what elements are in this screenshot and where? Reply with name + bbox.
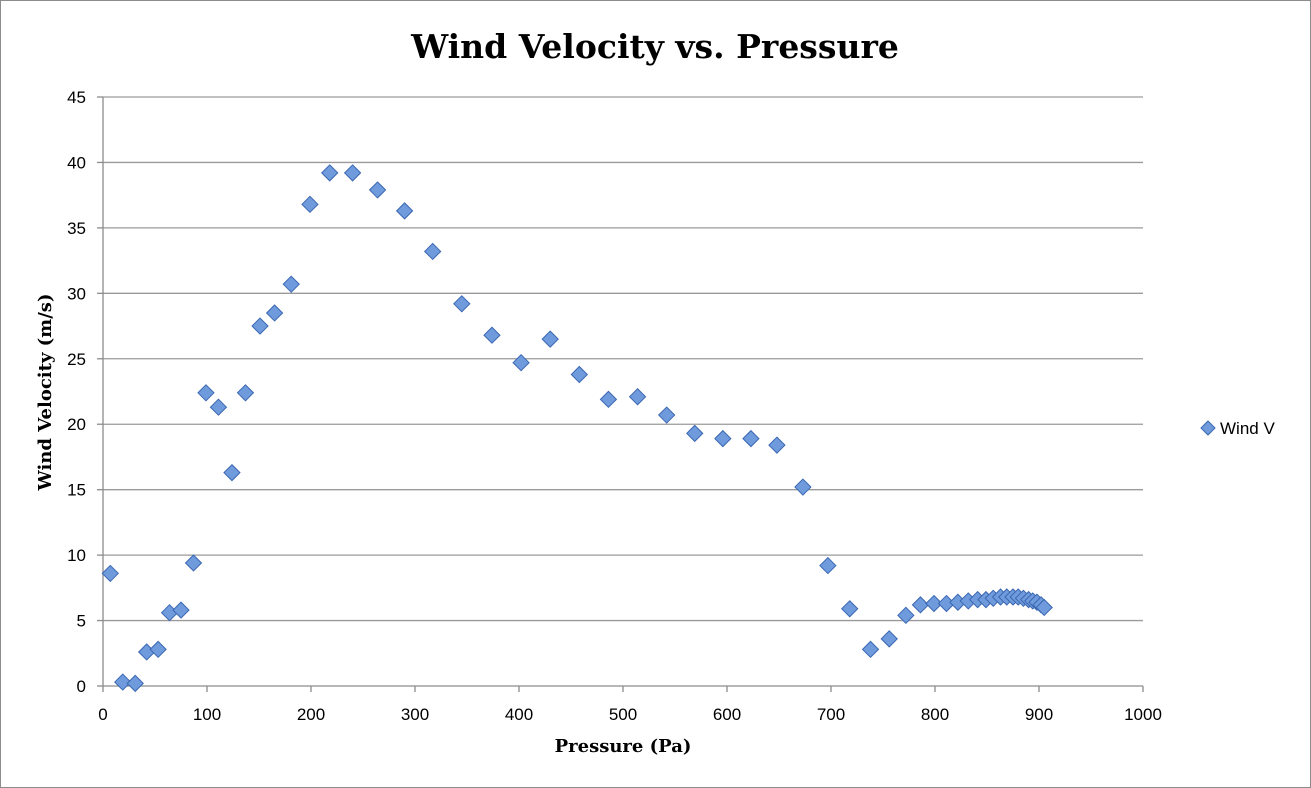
data-point (343, 164, 362, 182)
data-point (197, 384, 215, 402)
y-tick-label: 30 (67, 284, 86, 303)
y-tick-label: 25 (67, 350, 86, 369)
data-point (742, 429, 760, 448)
y-tick-label: 10 (67, 546, 86, 565)
x-axis-title: Pressure (Pa) (555, 736, 692, 757)
data-point (453, 295, 471, 313)
data-point (897, 606, 915, 625)
data-point (861, 640, 880, 659)
data-point (570, 365, 589, 384)
x-tick-label: 400 (505, 705, 533, 724)
gridlines (103, 96, 1143, 622)
data-point (282, 275, 300, 293)
data-point (126, 674, 144, 693)
y-tick-label: 5 (77, 612, 86, 631)
data-point (265, 304, 284, 322)
data-point (423, 242, 442, 261)
data-point (512, 353, 530, 372)
y-tick-label: 35 (67, 219, 86, 238)
data-point (768, 436, 786, 454)
y-tick-label: 20 (67, 415, 86, 434)
data-point (1035, 598, 1053, 617)
data-points (101, 164, 1053, 693)
data-point (209, 398, 228, 416)
y-tick-labels: 0 5 10 15 20 25 30 35 40 45 (67, 88, 86, 696)
y-tick-label: 15 (67, 481, 86, 500)
x-tick-labels: 0 100 200 300 400 500 600 700 800 900 1000 (98, 705, 1162, 724)
x-tick-label: 200 (297, 705, 325, 724)
data-point (101, 564, 119, 583)
data-point (541, 330, 559, 348)
axes (97, 96, 1144, 692)
data-point (483, 326, 501, 344)
x-tick-label: 500 (609, 705, 637, 724)
data-point (911, 596, 930, 614)
x-tick-label: 0 (98, 705, 107, 724)
x-tick-label: 700 (817, 705, 845, 724)
data-point (880, 630, 898, 648)
data-point (395, 202, 414, 220)
x-tick-label: 300 (401, 705, 429, 724)
data-point (628, 388, 647, 406)
data-point (172, 601, 190, 619)
y-tick-label: 40 (67, 153, 86, 172)
chart-title: Wind Velocity vs. Pressure (410, 27, 899, 66)
data-point (599, 390, 618, 409)
y-axis-title: Wind Velocity (m/s) (35, 294, 56, 492)
data-point (223, 463, 241, 482)
x-tick-label: 1000 (1124, 705, 1162, 724)
data-point (301, 195, 319, 214)
data-point (841, 600, 859, 618)
data-point (236, 384, 255, 402)
x-tick-label: 800 (921, 705, 949, 724)
data-point (925, 594, 943, 613)
data-point (819, 556, 837, 575)
data-point (114, 673, 132, 691)
y-tick-label: 0 (77, 677, 86, 696)
x-tick-label: 100 (193, 705, 221, 724)
data-point (184, 554, 203, 572)
legend: Wind V (1200, 419, 1275, 438)
x-tick-label: 900 (1025, 705, 1053, 724)
legend-marker-icon (1200, 420, 1216, 436)
y-tick-label: 45 (67, 88, 86, 107)
x-tick-label: 600 (713, 705, 741, 724)
data-point (149, 640, 167, 659)
data-point (686, 424, 704, 443)
data-point (251, 317, 269, 335)
data-point (794, 478, 812, 496)
data-point (321, 164, 339, 182)
data-point (657, 406, 676, 424)
data-point (714, 429, 732, 448)
legend-label: Wind V (1220, 419, 1275, 438)
data-point (368, 181, 387, 199)
